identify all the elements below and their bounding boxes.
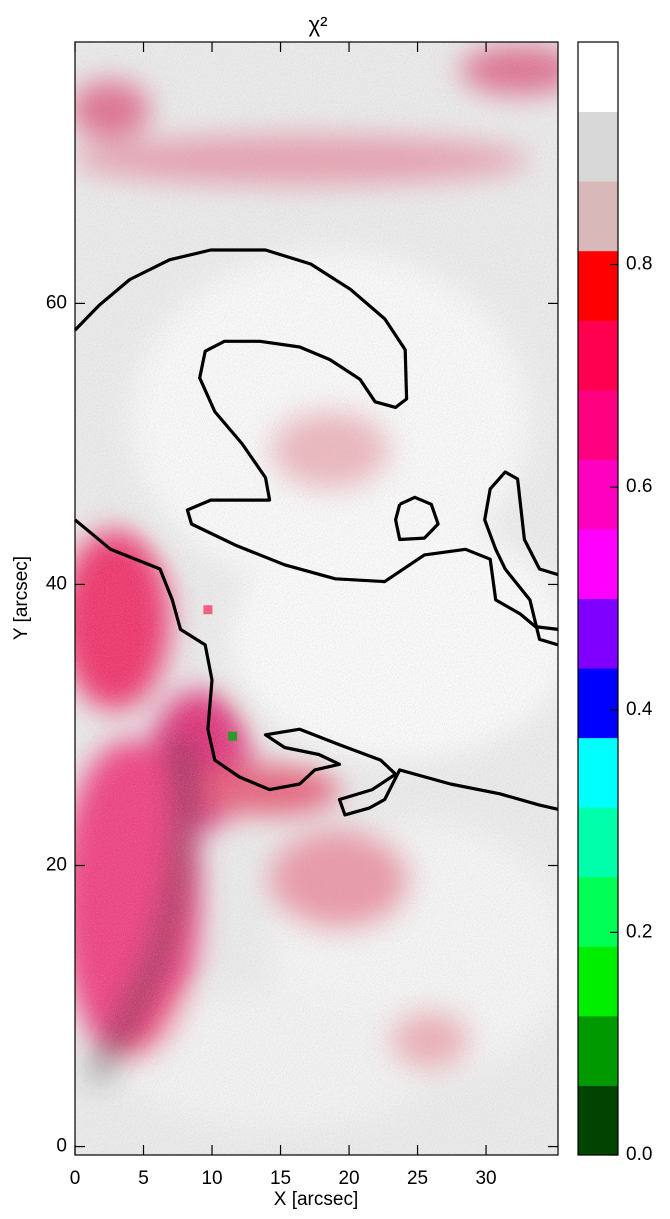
colorbar-band xyxy=(578,876,618,947)
colorbar-band xyxy=(578,1085,618,1156)
colorbar-band xyxy=(578,389,618,460)
colorbar-band xyxy=(578,250,618,321)
plot-frame xyxy=(74,41,559,1156)
x-tick-label: 0 xyxy=(70,1168,81,1189)
colorbar-band xyxy=(578,181,618,252)
colorbar-band xyxy=(578,528,618,599)
colorbar-band xyxy=(578,111,618,182)
colorbar-tick-label: 0.0 xyxy=(626,1144,652,1165)
map-texture xyxy=(75,42,558,1155)
x-tick-label: 20 xyxy=(338,1168,359,1189)
colorbar-band xyxy=(578,946,618,1017)
y-tick-label: 20 xyxy=(46,855,67,876)
colorbar-band xyxy=(578,1015,618,1086)
colorbar-band xyxy=(578,459,618,530)
x-tick-label: 30 xyxy=(475,1168,496,1189)
y-axis-label: Y [arcsec] xyxy=(11,556,32,640)
colorbar-frame xyxy=(577,41,619,1156)
y-tick-label: 0 xyxy=(56,1136,67,1157)
colorbar-tick-label: 0.2 xyxy=(626,921,652,942)
contour-line xyxy=(73,518,559,817)
contour-line xyxy=(394,495,440,542)
x-tick-label: 15 xyxy=(270,1168,291,1189)
chart-title: χ² xyxy=(309,12,328,37)
contour-line xyxy=(73,248,559,631)
colorbar-tick-label: 0.4 xyxy=(626,699,653,720)
colorbar-tick-label: 0.8 xyxy=(626,254,652,275)
colorbar-band xyxy=(578,807,618,878)
y-tick-label: 40 xyxy=(46,573,67,594)
y-tick-label: 60 xyxy=(46,292,67,313)
colorbar-band xyxy=(578,598,618,669)
marker xyxy=(203,605,213,615)
colorbar-band xyxy=(578,737,618,808)
x-axis-label: X [arcsec] xyxy=(274,1189,358,1210)
x-tick-label: 25 xyxy=(407,1168,428,1189)
marker xyxy=(228,731,238,741)
colorbar-band xyxy=(578,668,618,739)
colorbar-band xyxy=(578,42,618,113)
x-tick-label: 10 xyxy=(201,1168,222,1189)
colorbar-tick-label: 0.6 xyxy=(626,476,652,497)
contour-line xyxy=(483,470,559,647)
x-tick-label: 5 xyxy=(138,1168,149,1189)
plot-area xyxy=(73,248,559,817)
colorbar-band xyxy=(578,320,618,391)
